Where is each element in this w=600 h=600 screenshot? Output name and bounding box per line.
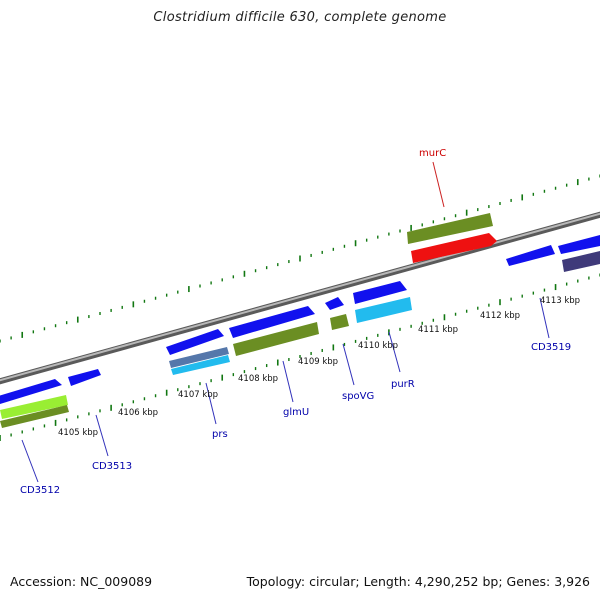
gene-labels: CD3512 CD3513 prs glmU spoVG purR CD3519…	[20, 148, 571, 496]
gene-label-murC: murC	[419, 148, 446, 159]
gene-label-spoVG: spoVG	[342, 391, 374, 402]
genome-backbone	[0, 211, 600, 385]
scale-label: 4106 kbp	[118, 408, 158, 418]
gene-label-CD3513: CD3513	[92, 461, 132, 472]
gene-label-glmU: glmU	[283, 407, 309, 418]
outer-dotted-ring	[0, 174, 600, 343]
gene-features	[0, 213, 600, 428]
scale-label: 4113 kbp	[540, 296, 580, 306]
gene-steel	[169, 347, 229, 368]
accession-text: Accession: NC_009089	[10, 574, 153, 589]
gene-label-prs: prs	[212, 429, 228, 440]
gene-label-CD3512: CD3512	[20, 485, 60, 496]
gene-darkslate	[562, 251, 600, 272]
gene-glmU-olive	[233, 322, 319, 356]
scale-labels: 4105 kbp 4106 kbp 4107 kbp 4108 kbp 4109…	[58, 296, 580, 438]
gene-spoVG-olive	[330, 314, 349, 330]
gene-arrow	[0, 379, 62, 404]
scale-label: 4108 kbp	[238, 374, 278, 384]
gene-arrow	[229, 306, 315, 338]
scale-label: 4109 kbp	[298, 357, 338, 367]
scale-label: 4105 kbp	[58, 428, 98, 438]
scale-label: 4111 kbp	[418, 325, 458, 335]
gene-arrow	[325, 297, 344, 310]
gene-CD3512-lime	[0, 395, 68, 419]
gene-label-CD3519: CD3519	[531, 342, 571, 353]
scale-label: 4107 kbp	[178, 390, 218, 400]
gene-cyan	[171, 355, 230, 375]
gene-callouts	[21, 161, 550, 483]
gene-arrow	[166, 329, 224, 355]
scale-ring	[0, 273, 600, 441]
scale-label: 4110 kbp	[358, 341, 398, 351]
gene-arrow	[558, 235, 600, 254]
gene-arrow	[353, 281, 407, 304]
scale-label: 4112 kbp	[480, 311, 520, 321]
gene-arrow	[506, 245, 555, 266]
genome-stats-text: Topology: circular; Length: 4,290,252 bp…	[246, 574, 590, 589]
gene-red-arrow	[411, 233, 497, 263]
gene-arrow	[68, 369, 101, 386]
gene-label-purR: purR	[391, 379, 415, 390]
gene-purR-cyan	[355, 297, 412, 323]
gene-murC-olive	[407, 213, 493, 244]
gene-CD3512-olive	[0, 405, 69, 428]
map-title: Clostridium difficile 630, complete geno…	[153, 10, 447, 25]
